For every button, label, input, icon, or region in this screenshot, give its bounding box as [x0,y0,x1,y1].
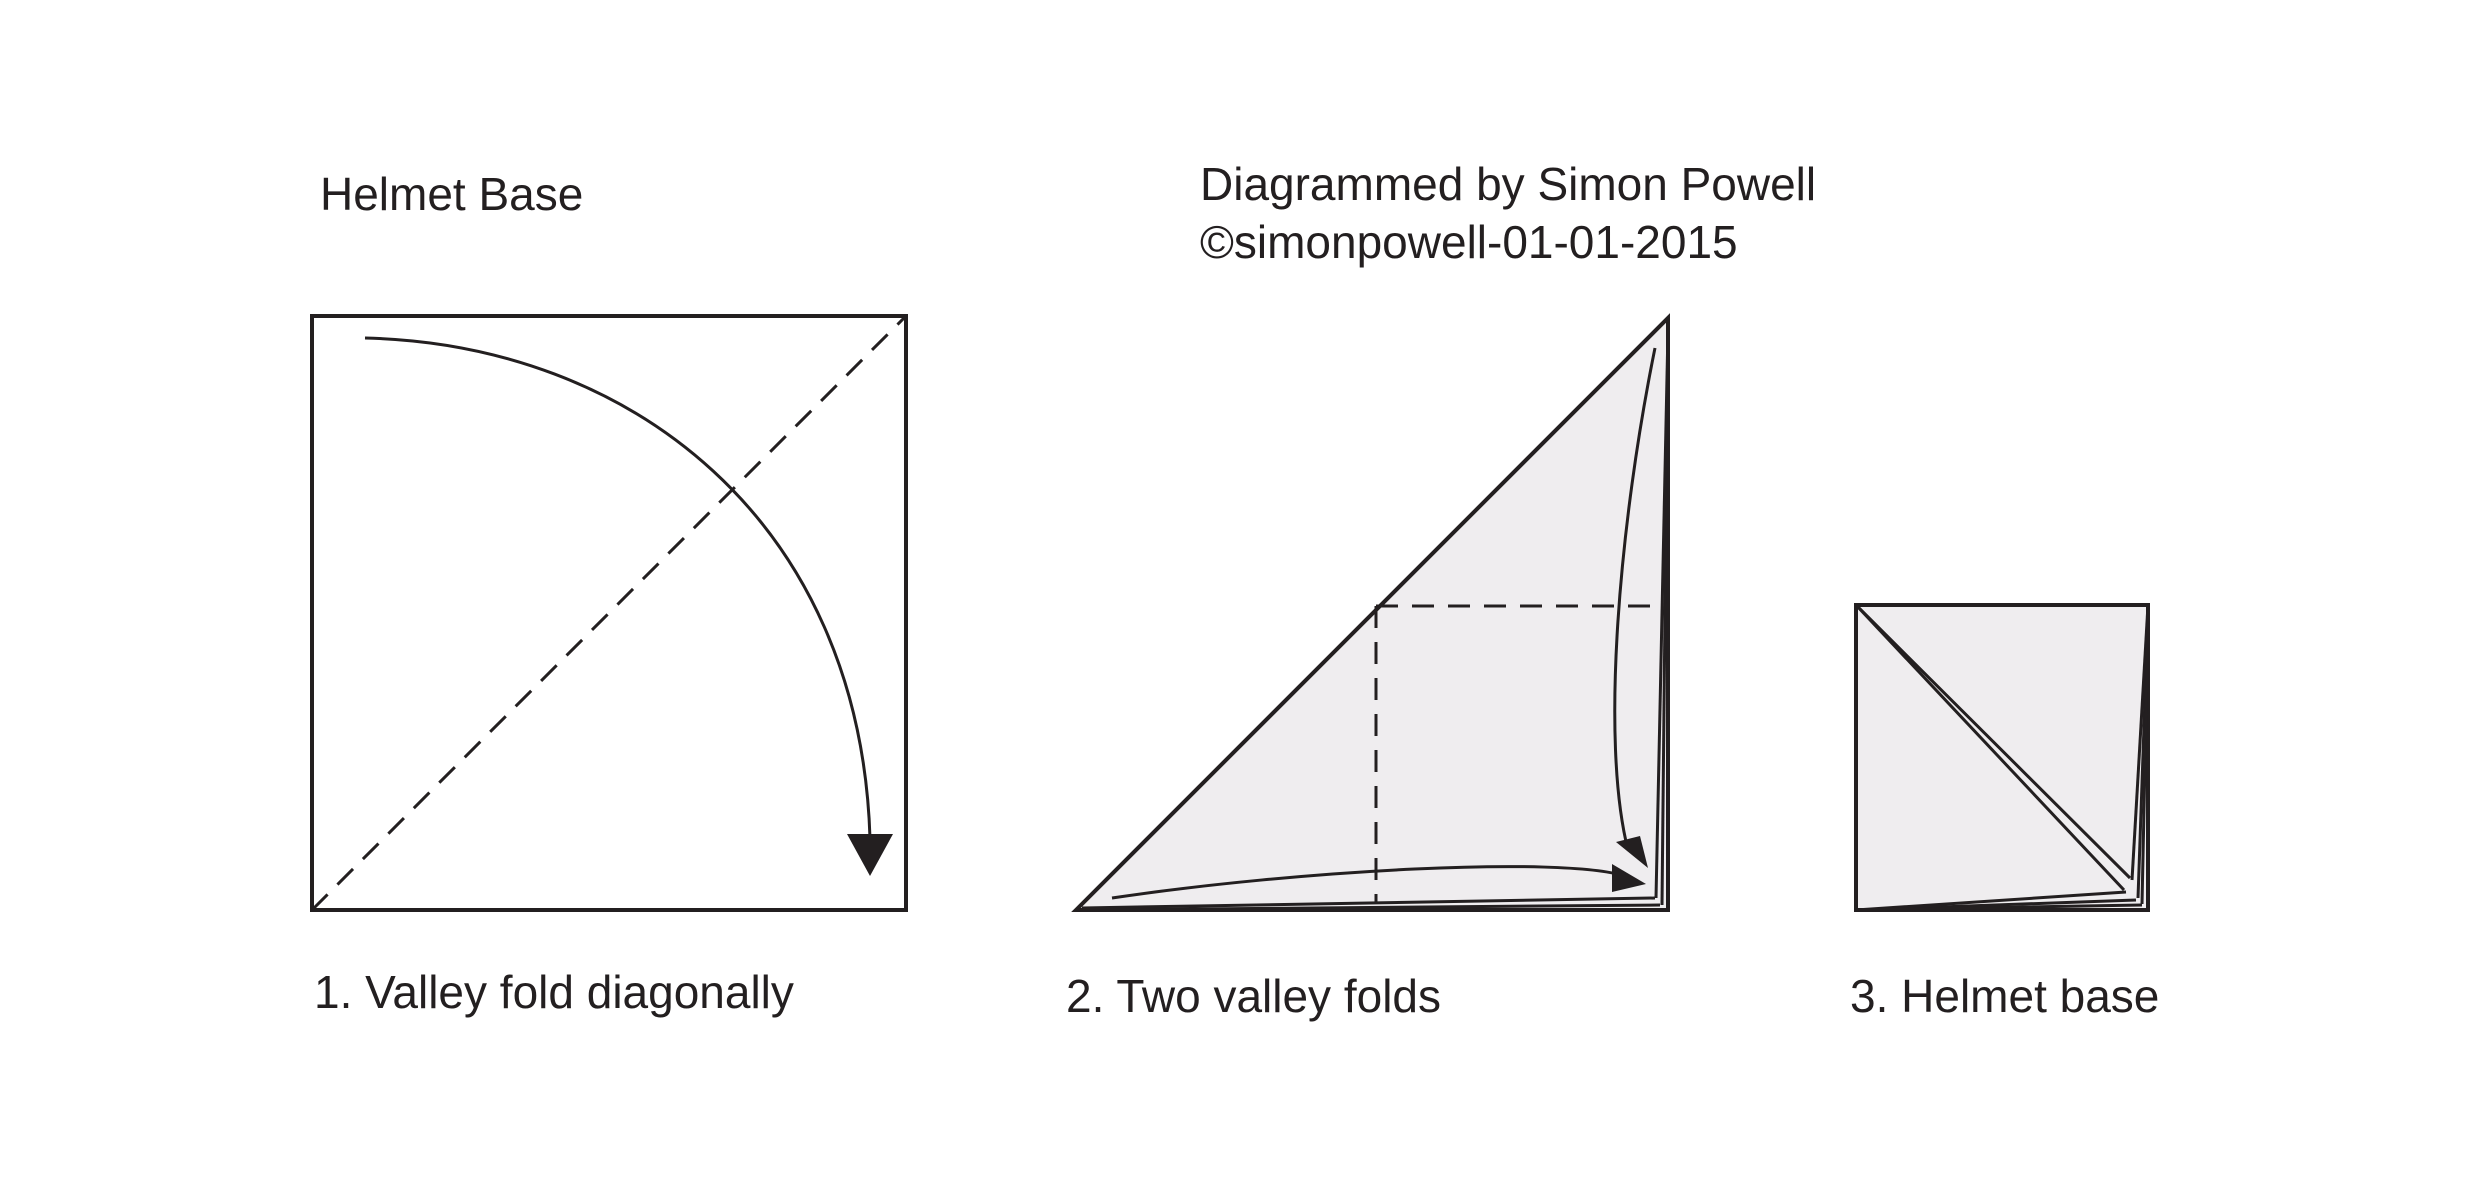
step3-caption: 3. Helmet base [1850,970,2160,1022]
step2-edge-layer-2 [1081,896,1656,910]
diagram-title: Helmet Base [320,168,584,220]
step1-fold-arrow-curve [364,336,872,839]
step1-caption: 1. Valley fold diagonally [314,966,794,1018]
step3-diagram [1854,603,2150,912]
step2-caption: 2. Two valley folds [1066,970,1442,1022]
step3-diagonal-2 [1854,603,2126,892]
credit-block: Diagrammed by Simon Powell ©simonpowell-… [1200,156,1816,271]
step2-diagram [1071,313,1670,912]
credit-copyright: ©simonpowell-01-01-2015 [1200,215,1738,268]
step2-arrowhead-right-icon [1616,836,1648,868]
step2-edge-layer-1 [1075,903,1661,912]
step3-diagonal-1 [1854,603,2132,880]
step3-right-layer-3 [2140,619,2150,905]
step2-arrowhead-bottom-icon [1612,864,1646,892]
step1-diagram [310,314,908,912]
credit-author: Diagrammed by Simon Powell [1200,158,1817,210]
step1-arrowhead-icon [847,834,893,876]
step3-bottom-layer-3 [1855,903,2143,912]
step2-fold-arrow-bottom [1111,865,1626,900]
step1-valley-fold-line [310,314,908,912]
step2-triangle [1071,313,1670,912]
step2-fold-arrow-right [1613,347,1657,851]
step2-edge-layer-4 [1654,329,1670,899]
